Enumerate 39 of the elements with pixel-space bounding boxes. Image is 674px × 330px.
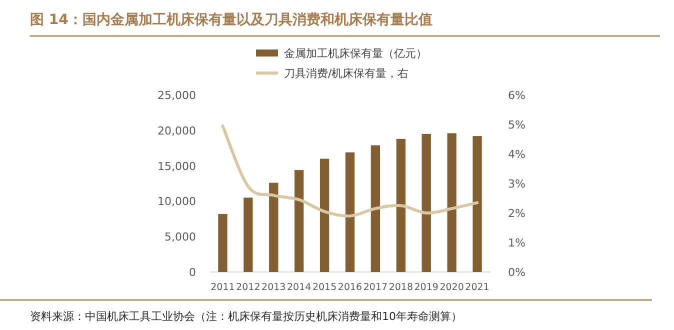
y2-tick-label: 2% bbox=[508, 207, 526, 220]
y2-tick-label: 6% bbox=[508, 89, 526, 102]
x-tick-label: 2012 bbox=[236, 282, 260, 293]
y-tick-label: 25,000 bbox=[158, 89, 196, 102]
bar bbox=[422, 134, 431, 272]
y-tick-label: 20,000 bbox=[158, 124, 196, 138]
y2-tick-label: 3% bbox=[508, 178, 526, 190]
legend-label: 刀具消费/机床保有量，右 bbox=[284, 67, 409, 80]
y-tick-label: 10,000 bbox=[158, 195, 196, 208]
y-tick-label: 15,000 bbox=[158, 160, 196, 173]
y2-tick-label: 5% bbox=[508, 118, 526, 132]
y2-tick-label: 4% bbox=[508, 148, 526, 161]
bar bbox=[370, 145, 380, 272]
y-tick-label: 5,000 bbox=[164, 230, 196, 244]
bar bbox=[345, 152, 355, 272]
x-tick-label: 2011 bbox=[210, 282, 235, 293]
x-tick-label: 2013 bbox=[262, 282, 286, 293]
text: 资料来源：中国机床工具工业协会（注：机床保有量按历史机床消费量和10年寿命测算） bbox=[30, 310, 462, 323]
y2-tick-label: 1% bbox=[508, 236, 526, 250]
bar bbox=[269, 182, 278, 272]
legend-label: 金属加工机床保有量（亿元） bbox=[284, 47, 427, 60]
bar bbox=[294, 170, 304, 272]
x-tick-label: 2015 bbox=[312, 282, 337, 293]
x-tick-label: 2014 bbox=[286, 282, 312, 293]
y2-tick-label: 0% bbox=[508, 266, 526, 279]
chart-title: 图 14：国内金属加工机床保有量以及刀具消费和机床保有量比值 bbox=[30, 11, 432, 28]
bar bbox=[218, 214, 228, 272]
x-tick-label: 2018 bbox=[388, 282, 414, 293]
x-tick-label: 2020 bbox=[440, 282, 464, 293]
bar bbox=[472, 136, 482, 272]
x-tick-label: 2016 bbox=[338, 282, 362, 293]
bar bbox=[447, 133, 456, 272]
bar bbox=[396, 138, 406, 272]
bar bbox=[320, 158, 330, 272]
x-tick-label: 2021 bbox=[465, 282, 490, 293]
bar bbox=[244, 198, 253, 272]
x-tick-label: 2017 bbox=[363, 282, 388, 293]
y-tick-label: 0 bbox=[189, 266, 196, 279]
x-tick-label: 2019 bbox=[414, 282, 438, 293]
